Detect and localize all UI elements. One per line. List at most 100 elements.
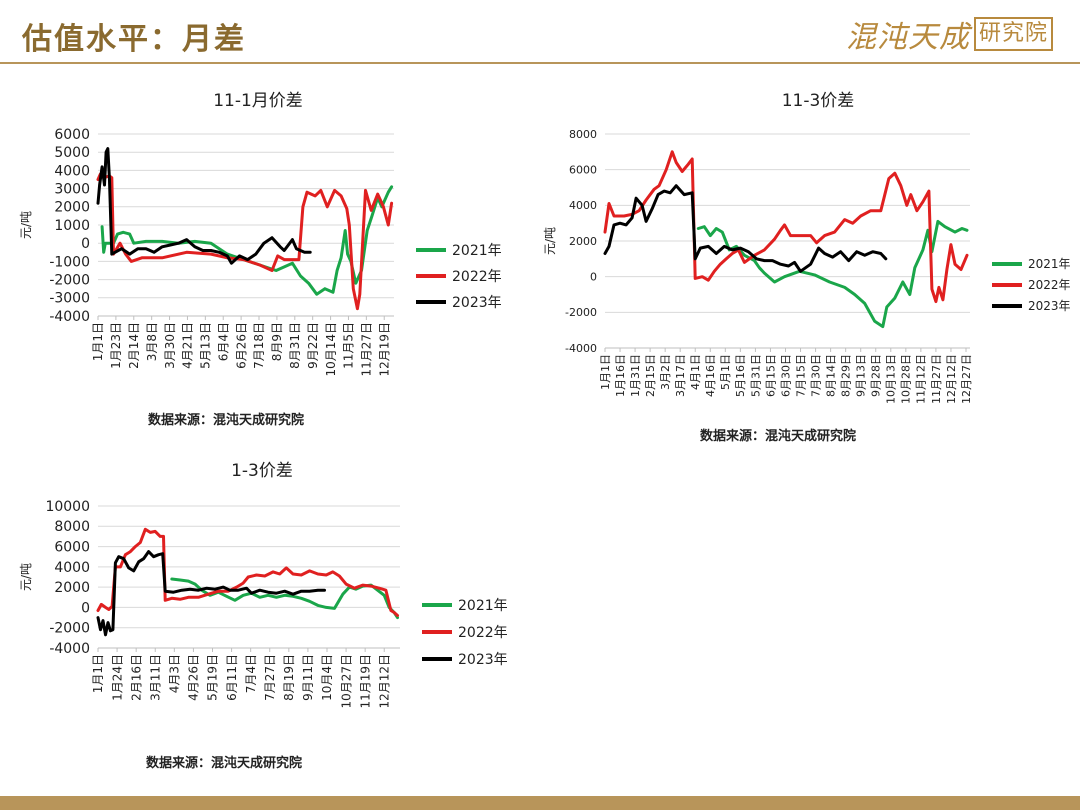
x-tick-label: 8月29日 (840, 354, 853, 397)
y-tick-label: 4000 (569, 199, 597, 212)
y-tick-label: -4000 (49, 641, 90, 657)
x-tick-label: 8月9日 (270, 322, 284, 361)
x-tick-label: 3月2日 (659, 354, 672, 390)
y-tick-label: -3000 (49, 291, 90, 307)
series-line-2023年 (96, 550, 326, 637)
series-line-2023年 (96, 147, 312, 265)
x-tick-label: 2月14日 (127, 322, 141, 369)
x-tick-label: 12月27日 (960, 354, 973, 404)
x-tick-label: 10月13日 (885, 354, 898, 404)
chart-title: 11-1月价差 (213, 91, 303, 111)
y-tick-label: 4000 (54, 163, 90, 179)
series-line-2022年 (96, 527, 399, 617)
y-tick-label: 0 (81, 600, 90, 616)
legend-label: 2023年 (452, 295, 502, 311)
y-tick-label: -1000 (49, 254, 90, 270)
y-tick-label: 10000 (45, 499, 90, 515)
x-tick-label: 10月27日 (339, 654, 353, 709)
chart-1-3-source: 数据来源：混沌天成研究院 (146, 756, 303, 771)
y-tick-label: -2000 (565, 306, 597, 319)
x-tick-label: 6月4日 (216, 322, 230, 361)
series-line-2021年 (696, 219, 969, 329)
x-tick-label: 6月30日 (779, 354, 792, 397)
legend-label: 2021年 (452, 243, 502, 259)
x-tick-label: 1月23日 (109, 322, 123, 369)
x-tick-label: 2月16日 (129, 654, 143, 701)
x-tick-label: 5月31日 (749, 354, 762, 397)
chart-title: 1-3价差 (231, 461, 293, 481)
x-tick-label: 9月13日 (855, 354, 868, 397)
y-tick-label: 2000 (569, 235, 597, 248)
y-tick-label: 6000 (54, 127, 90, 143)
x-tick-label: 4月1日 (689, 354, 702, 390)
x-tick-label: 3月17日 (674, 354, 687, 397)
y-tick-label: 8000 (54, 519, 90, 535)
x-tick-label: 5月19日 (206, 654, 220, 701)
y-tick-label: 2000 (54, 580, 90, 596)
y-tick-label: -4000 (565, 342, 597, 355)
legend-label: 2023年 (1028, 299, 1071, 313)
y-tick-label: -2000 (49, 273, 90, 289)
x-tick-label: 9月22日 (306, 322, 320, 369)
y-axis-label: 元/吨 (19, 211, 33, 239)
x-tick-label: 5月16日 (734, 354, 747, 397)
chart-title: 11-3价差 (782, 91, 855, 111)
chart-11-1-source: 数据来源：混沌天成研究院 (148, 413, 305, 428)
y-tick-label: 5000 (54, 145, 90, 161)
x-tick-label: 11月19日 (358, 654, 372, 709)
x-tick-label: 8月19日 (282, 654, 296, 701)
x-tick-label: 5月1日 (719, 354, 732, 390)
series-line-2023年 (603, 184, 888, 273)
x-tick-label: 1月1日 (91, 654, 105, 693)
logo-text: 混沌天成 (846, 20, 970, 55)
y-tick-label: 6000 (54, 539, 90, 555)
x-tick-label: 2月15日 (644, 354, 657, 397)
y-axis-label: 元/吨 (543, 227, 557, 255)
y-tick-label: 0 (81, 236, 90, 252)
x-tick-label: 5月13日 (199, 322, 213, 369)
series-line-2022年 (603, 150, 969, 304)
x-tick-label: 4月3日 (168, 654, 182, 693)
legend-label: 2022年 (452, 269, 502, 285)
x-tick-label: 9月28日 (870, 354, 883, 397)
x-tick-label: 11月5日 (342, 322, 356, 369)
x-tick-label: 8月14日 (824, 354, 837, 397)
x-tick-label: 6月11日 (225, 654, 239, 701)
brand-logo: 混沌天成 研究院 (846, 14, 1054, 55)
x-tick-label: 4月21日 (181, 322, 195, 369)
x-tick-label: 1月1日 (599, 354, 612, 390)
x-tick-label: 9月11日 (301, 654, 315, 701)
x-tick-label: 8月31日 (288, 322, 302, 369)
footer-bar (0, 796, 1080, 810)
y-tick-label: 4000 (54, 560, 90, 576)
x-tick-label: 1月16日 (614, 354, 627, 397)
y-tick-label: 3000 (54, 182, 90, 198)
x-tick-label: 12月12日 (377, 654, 391, 709)
x-tick-label: 10月4日 (320, 654, 334, 701)
legend-label: 2022年 (458, 625, 508, 641)
legend-label: 2021年 (1028, 257, 1071, 271)
legend-label: 2022年 (1028, 278, 1071, 292)
legend-label: 2023年 (458, 652, 508, 668)
x-tick-label: 10月28日 (900, 354, 913, 404)
y-tick-label: 0 (590, 271, 597, 284)
y-tick-label: -4000 (49, 309, 90, 325)
x-tick-label: 12月12日 (945, 354, 958, 404)
x-tick-label: 4月16日 (704, 354, 717, 397)
x-tick-label: 6月15日 (764, 354, 777, 397)
x-tick-label: 1月24日 (110, 654, 124, 701)
x-tick-label: 7月27日 (263, 654, 277, 701)
series-line-2022年 (96, 172, 394, 311)
x-tick-label: 7月30日 (809, 354, 822, 397)
chart-11-3-source: 数据来源：混沌天成研究院 (700, 429, 857, 444)
x-tick-label: 3月11日 (148, 654, 162, 701)
x-tick-label: 7月4日 (244, 654, 258, 693)
x-tick-label: 7月18日 (252, 322, 266, 369)
y-tick-label: -2000 (49, 621, 90, 637)
x-tick-label: 11月12日 (915, 354, 928, 404)
x-tick-label: 3月30日 (163, 322, 177, 369)
x-tick-label: 1月1日 (91, 322, 105, 361)
